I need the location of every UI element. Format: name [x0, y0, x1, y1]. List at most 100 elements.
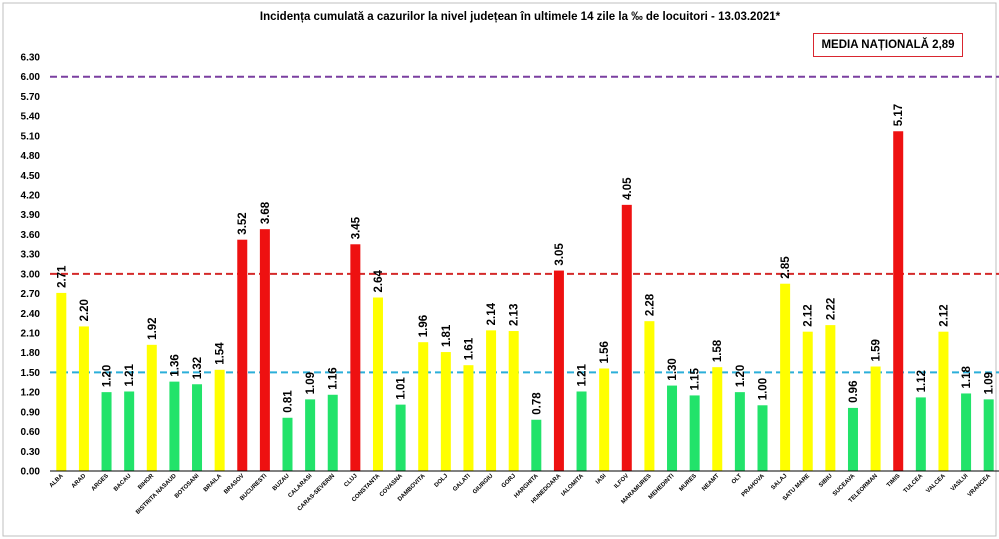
- bar: [440, 352, 451, 471]
- value-label: 1.56: [599, 341, 611, 363]
- bar: [847, 407, 858, 471]
- category-label: TIMIS: [886, 473, 902, 489]
- y-tick-label: 1.80: [21, 348, 41, 359]
- value-label: 1.54: [215, 342, 227, 365]
- y-tick-label: 4.20: [21, 191, 41, 202]
- value-label: 2.85: [780, 256, 792, 279]
- value-label: 5.17: [893, 104, 905, 126]
- category-label: SIBIU: [818, 473, 834, 489]
- value-label: 1.36: [169, 354, 181, 376]
- value-label: 2.20: [79, 299, 91, 321]
- y-tick-label: 1.50: [21, 368, 41, 379]
- bar: [802, 331, 813, 471]
- bar: [689, 395, 700, 471]
- value-label: 1.18: [961, 365, 973, 388]
- value-label: 1.32: [192, 357, 204, 379]
- bar: [78, 326, 89, 471]
- value-label: 3.45: [350, 216, 362, 239]
- category-label: GALATI: [452, 473, 472, 493]
- category-label: BOTOSANI: [174, 473, 201, 500]
- value-label: 2.28: [644, 293, 656, 316]
- bar: [553, 270, 564, 471]
- y-tick-label: 5.40: [21, 112, 41, 123]
- value-label: 1.20: [102, 365, 114, 387]
- value-label: 1.30: [667, 358, 679, 380]
- y-tick-label: 5.70: [21, 92, 41, 103]
- y-tick-label: 4.50: [21, 171, 41, 182]
- category-label: PRAHOVA: [741, 473, 767, 499]
- category-label: CLUJ: [343, 473, 358, 488]
- y-tick-label: 4.80: [21, 151, 41, 162]
- value-label: 1.00: [758, 378, 770, 400]
- value-label: 0.78: [531, 392, 543, 415]
- category-label: ALBA: [49, 473, 65, 489]
- category-label: ILFOV: [613, 473, 630, 490]
- y-tick-label: 5.10: [21, 131, 41, 142]
- y-tick-label: 3.30: [21, 250, 41, 261]
- bar: [350, 244, 361, 471]
- bar: [983, 399, 994, 471]
- bar: [327, 394, 338, 471]
- category-label: GORJ: [501, 473, 517, 489]
- value-label: 2.64: [373, 270, 385, 293]
- category-label: GIURGIU: [472, 473, 494, 495]
- y-axis: 0.00 0.30 0.60 0.90 1.20 1.50 1.80 2.10 2.40 2.70…: [21, 53, 41, 478]
- bar: [915, 397, 926, 471]
- category-label: VASLUI: [950, 473, 970, 493]
- y-tick-label: 1.20: [21, 388, 41, 399]
- category-label: IASI: [595, 473, 608, 486]
- value-label: 1.61: [463, 337, 475, 360]
- bar: [486, 330, 497, 471]
- bar: [644, 321, 655, 471]
- value-label: 1.09: [305, 372, 317, 394]
- y-tick-label: 6.00: [21, 72, 41, 83]
- value-label: 1.59: [871, 339, 883, 361]
- bar: [305, 399, 316, 471]
- bar: [259, 229, 270, 471]
- bar: [508, 331, 519, 471]
- bar: [372, 297, 383, 471]
- bar: [576, 391, 587, 471]
- value-label: 3.68: [260, 201, 272, 224]
- value-label: 3.52: [237, 212, 249, 234]
- category-label: DOLJ: [434, 473, 450, 489]
- category-label: MURES: [678, 473, 698, 493]
- bar: [192, 384, 203, 471]
- bar: [214, 369, 225, 471]
- value-label: 2.22: [825, 298, 837, 320]
- value-label: 1.15: [690, 367, 702, 390]
- bar: [825, 325, 836, 471]
- y-tick-label: 2.70: [21, 289, 41, 300]
- value-label: 2.14: [486, 302, 498, 325]
- category-label: OLT: [731, 473, 744, 486]
- value-label: 1.21: [577, 363, 589, 386]
- category-label: BUZAU: [272, 473, 291, 492]
- value-label: 1.96: [418, 315, 430, 337]
- bar: [237, 239, 248, 471]
- bar: [780, 283, 791, 471]
- value-label: 2.13: [509, 304, 521, 326]
- y-tick-label: 0.90: [21, 407, 41, 418]
- bar: [961, 393, 972, 471]
- y-tick-label: 6.30: [21, 53, 41, 64]
- national-average-label: MEDIA NAȚIONALĂ 2,89: [821, 39, 955, 51]
- value-label: 1.58: [712, 339, 724, 362]
- value-label: 2.12: [938, 304, 950, 326]
- bar: [101, 392, 112, 471]
- bar: [870, 366, 881, 471]
- category-label: BACAU: [113, 473, 133, 493]
- category-label: ARAD: [71, 473, 88, 490]
- threshold-lines: [50, 75, 999, 374]
- bar: [893, 131, 904, 471]
- value-label: 1.16: [328, 367, 340, 389]
- category-label: VALCEA: [925, 473, 947, 495]
- category-label: BISTRITA NASAUD: [135, 473, 178, 516]
- bar: [56, 292, 67, 471]
- value-label: 1.09: [984, 372, 996, 394]
- y-tick-label: 2.40: [21, 309, 41, 320]
- national-average-box: MEDIA NAȚIONALĂ 2,89: [813, 33, 963, 57]
- bar: [938, 331, 949, 471]
- bar: [282, 417, 293, 471]
